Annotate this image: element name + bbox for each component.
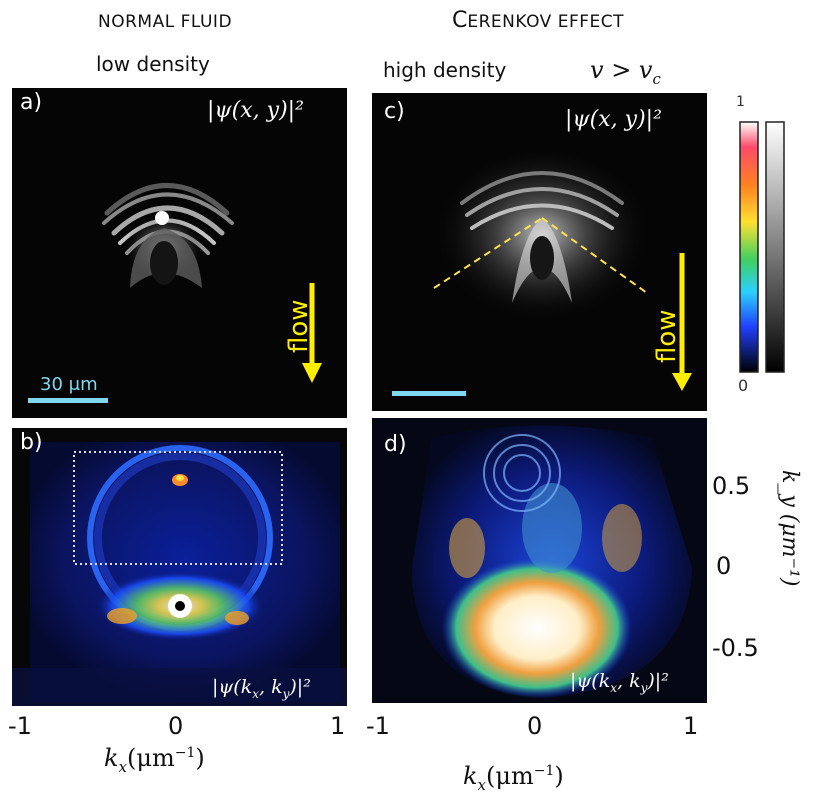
- velocity-condition-text: v > v: [590, 56, 653, 84]
- y-tick-0: 0: [716, 552, 732, 580]
- panel-d-eq-part2: , k: [617, 670, 641, 692]
- panel-c-real-space-high-density: c) |ψ(x, y)|² flow: [372, 93, 707, 411]
- panel-d-momentum-space-high-density: d) |ψ(kx, ky)|²: [372, 418, 707, 703]
- panel-d-label: d): [384, 432, 407, 457]
- x-title-left-unit: (μm: [127, 744, 175, 772]
- header-cerenkov-rest: ERENKOV EFFECT: [467, 12, 625, 32]
- panel-c-equation: |ψ(x, y)|²: [565, 107, 662, 132]
- panel-d-equation: |ψ(kx, ky)|²: [570, 670, 669, 695]
- x-title-right-exp: −1: [533, 763, 555, 779]
- colorbar-max-label: 1: [736, 94, 745, 110]
- header-cerenkov-initial: C: [452, 8, 468, 33]
- panel-a-scale-label: 30 μm: [40, 374, 98, 395]
- velocity-condition-sub: c: [652, 69, 661, 88]
- x-tick-right-1: 1: [683, 712, 699, 740]
- x-title-right-close: ): [554, 762, 564, 790]
- subheader-high-density: high density: [383, 58, 507, 82]
- y-axis-title: k_y (μm⁻¹): [777, 470, 802, 587]
- x-axis-title-right: kx(μm−1): [463, 762, 564, 794]
- panel-a-equation: |ψ(x, y)|²: [207, 98, 304, 123]
- x-tick-right-0: 0: [527, 712, 543, 740]
- x-title-left-sub: x: [118, 757, 128, 776]
- panel-b-eq-part1: |ψ(k: [212, 676, 253, 698]
- panel-b-image: [12, 442, 347, 706]
- panel-a-label: a): [20, 90, 43, 115]
- y-tick-0-5: 0.5: [712, 472, 751, 500]
- x-tick-left-neg1: -1: [8, 712, 32, 740]
- velocity-condition: v > vc: [590, 56, 661, 88]
- panel-a-flow-label: flow: [284, 299, 314, 353]
- panel-b-eq-part3: )|²: [289, 676, 311, 698]
- panel-b-eq-sub-y: y: [282, 686, 290, 701]
- panel-d-eq-part3: )|²: [647, 670, 669, 692]
- panel-b-eq-part2: , k: [259, 676, 283, 698]
- colorbar-group: 1 0: [736, 94, 796, 408]
- panel-a-image: [12, 88, 347, 418]
- panel-d-eq-part1: |ψ(k: [570, 670, 611, 692]
- panel-c-label: c): [384, 99, 405, 124]
- panel-b-eq-sub-x: x: [252, 686, 260, 701]
- subheader-low-density: low density: [96, 52, 210, 76]
- panel-d-eq-sub-y: y: [640, 680, 648, 695]
- panel-d-eq-sub-x: x: [610, 680, 618, 695]
- header-cerenkov-effect: CERENKOV EFFECT: [452, 8, 624, 33]
- x-title-right-k: k: [463, 762, 478, 790]
- x-title-left-exp: −1: [174, 745, 196, 761]
- colorbar-image: [739, 121, 785, 373]
- x-tick-left-1: 1: [330, 712, 346, 740]
- y-tick-neg0-5: -0.5: [712, 634, 759, 662]
- x-tick-right-neg1: -1: [366, 712, 390, 740]
- x-title-right-unit: (μm: [486, 762, 534, 790]
- x-title-left-k: k: [104, 744, 119, 772]
- panel-c-image: [372, 93, 707, 411]
- panel-b-equation: |ψ(kx, ky)|²: [212, 676, 311, 701]
- colorbar-min-label: 0: [738, 376, 749, 395]
- panel-c-flow-label: flow: [652, 309, 682, 363]
- x-axis-title-left: kx(μm−1): [104, 744, 205, 776]
- x-title-right-sub: x: [477, 775, 487, 794]
- panel-a-real-space-low-density: a) |ψ(x, y)|² 30 μm flow: [12, 88, 347, 418]
- x-tick-left-0: 0: [168, 712, 184, 740]
- header-normal-fluid: NORMAL FLUID: [98, 12, 233, 32]
- panel-b-label: b): [20, 430, 43, 455]
- panel-d-image: [372, 418, 707, 703]
- panel-b-momentum-space-low-density: b) |ψ(kx, ky)|²: [12, 428, 347, 706]
- x-title-left-close: ): [195, 744, 205, 772]
